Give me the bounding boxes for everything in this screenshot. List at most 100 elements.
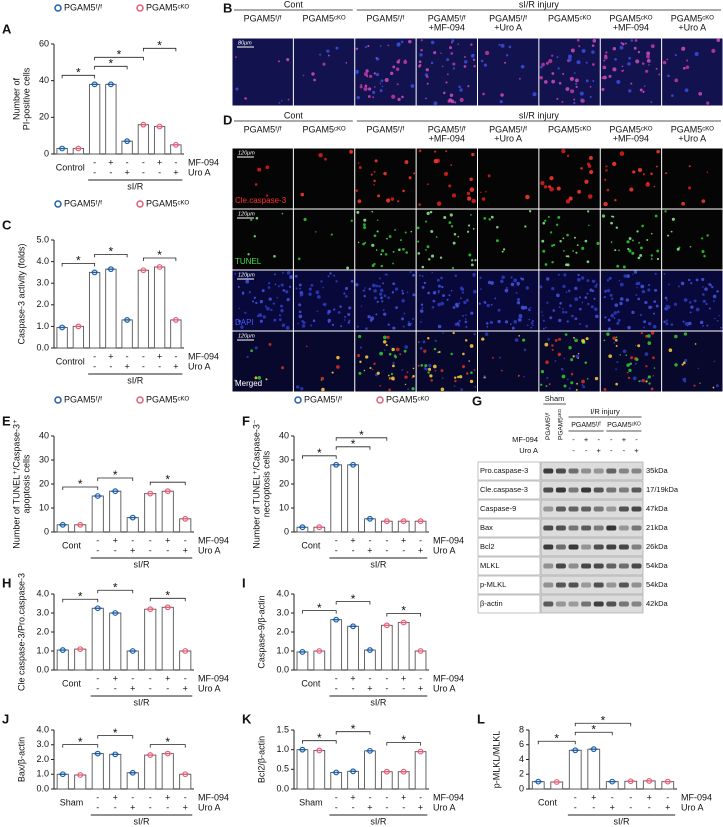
cell-signal bbox=[608, 276, 612, 280]
cell-signal bbox=[546, 277, 550, 281]
cell-signal bbox=[453, 385, 456, 387]
cell-signal bbox=[454, 379, 457, 383]
mean-marker bbox=[140, 267, 147, 274]
cell-signal bbox=[502, 248, 506, 251]
cell-signal bbox=[372, 96, 375, 99]
bar bbox=[88, 83, 101, 155]
legend-label: PGAM5ᶜᴷᴼ bbox=[146, 2, 190, 12]
condition-mark: + bbox=[113, 535, 118, 545]
cell-signal bbox=[404, 231, 407, 234]
cell-signal bbox=[573, 98, 576, 101]
cell-signal bbox=[371, 264, 375, 268]
condition-name: Uro A bbox=[188, 167, 211, 177]
cell-signal bbox=[577, 273, 580, 277]
cell-signal bbox=[469, 379, 474, 384]
cell-signal bbox=[436, 201, 442, 206]
cell-signal bbox=[381, 300, 384, 303]
control-label: Sham bbox=[299, 797, 323, 807]
condition-mark: + bbox=[124, 361, 129, 371]
bar bbox=[144, 754, 157, 790]
cell-signal bbox=[404, 383, 407, 386]
condition-mark: - bbox=[114, 683, 117, 693]
cell-signal bbox=[591, 289, 595, 293]
cell-signal bbox=[648, 284, 651, 286]
condition-mark: - bbox=[385, 802, 388, 812]
cell-signal bbox=[559, 301, 562, 305]
cell-signal bbox=[625, 298, 629, 302]
cell-signal bbox=[255, 301, 258, 305]
cell-signal bbox=[561, 307, 564, 310]
cell-signal bbox=[378, 292, 383, 296]
cell-signal bbox=[390, 376, 395, 381]
cell-signal bbox=[407, 388, 410, 391]
cell-signal bbox=[717, 320, 719, 322]
cell-signal bbox=[565, 263, 568, 267]
cell-signal bbox=[578, 322, 582, 326]
cell-signal bbox=[674, 363, 678, 367]
condition-mark: - bbox=[335, 545, 338, 555]
condition-mark: + bbox=[113, 673, 118, 683]
significance-star: * bbox=[359, 428, 364, 442]
cell-signal bbox=[551, 348, 554, 351]
cell-signal bbox=[375, 313, 378, 316]
cell-signal bbox=[585, 61, 588, 64]
bar bbox=[624, 780, 638, 790]
blot bbox=[540, 556, 644, 576]
cell-signal bbox=[543, 327, 545, 330]
cell-signal bbox=[379, 351, 383, 356]
condition-mark: - bbox=[126, 157, 129, 167]
mean-marker bbox=[77, 772, 84, 778]
significance-star: * bbox=[78, 735, 83, 749]
cell-signal bbox=[685, 65, 690, 70]
cell-signal bbox=[384, 77, 389, 82]
blot-band bbox=[593, 487, 604, 493]
cell-signal bbox=[392, 262, 394, 265]
cell-signal bbox=[425, 97, 427, 100]
cell-signal bbox=[664, 210, 667, 213]
y-tick-label: 2 bbox=[519, 769, 524, 779]
cell-signal bbox=[430, 254, 435, 258]
cell-signal bbox=[402, 325, 405, 328]
mean-marker bbox=[75, 145, 82, 152]
cell-signal bbox=[703, 254, 706, 258]
cell-signal bbox=[650, 232, 653, 235]
cell-signal bbox=[403, 312, 406, 315]
cell-signal bbox=[524, 225, 527, 228]
cell-signal bbox=[344, 286, 349, 291]
cell-signal bbox=[562, 284, 566, 288]
cell-signal bbox=[326, 49, 330, 53]
cell-signal bbox=[560, 367, 564, 371]
cell-signal bbox=[551, 244, 554, 247]
cell-signal bbox=[360, 305, 363, 307]
cell-signal bbox=[643, 85, 646, 87]
cell-signal bbox=[670, 323, 674, 326]
condition-mark: - bbox=[184, 535, 187, 545]
cell-signal bbox=[545, 360, 549, 364]
cell-signal bbox=[545, 385, 548, 388]
mean-marker bbox=[299, 649, 306, 655]
cell-signal bbox=[253, 296, 256, 299]
blot-band bbox=[606, 563, 617, 569]
cell-signal bbox=[618, 279, 621, 282]
cell-signal bbox=[484, 332, 489, 336]
mean-marker bbox=[383, 518, 390, 525]
condition-mark: - bbox=[93, 167, 96, 177]
cell-signal bbox=[386, 237, 388, 240]
condition-mark: - bbox=[648, 802, 651, 812]
cell-signal bbox=[327, 309, 332, 314]
condition-name: MF-094 bbox=[681, 792, 712, 802]
cell-signal bbox=[448, 184, 452, 188]
cell-signal bbox=[540, 181, 545, 186]
condition-mark: - bbox=[166, 683, 169, 693]
cell-signal bbox=[440, 387, 445, 392]
mean-marker bbox=[59, 324, 66, 331]
cell-signal bbox=[614, 303, 619, 308]
cell-signal bbox=[387, 374, 390, 377]
cell-signal bbox=[501, 250, 504, 253]
cell-signal bbox=[674, 334, 678, 339]
cell-signal bbox=[480, 288, 482, 290]
cell-signal bbox=[377, 194, 381, 198]
size-label: 47kDa bbox=[646, 504, 669, 513]
cell-signal bbox=[452, 67, 456, 70]
significance-bracket bbox=[335, 446, 371, 450]
